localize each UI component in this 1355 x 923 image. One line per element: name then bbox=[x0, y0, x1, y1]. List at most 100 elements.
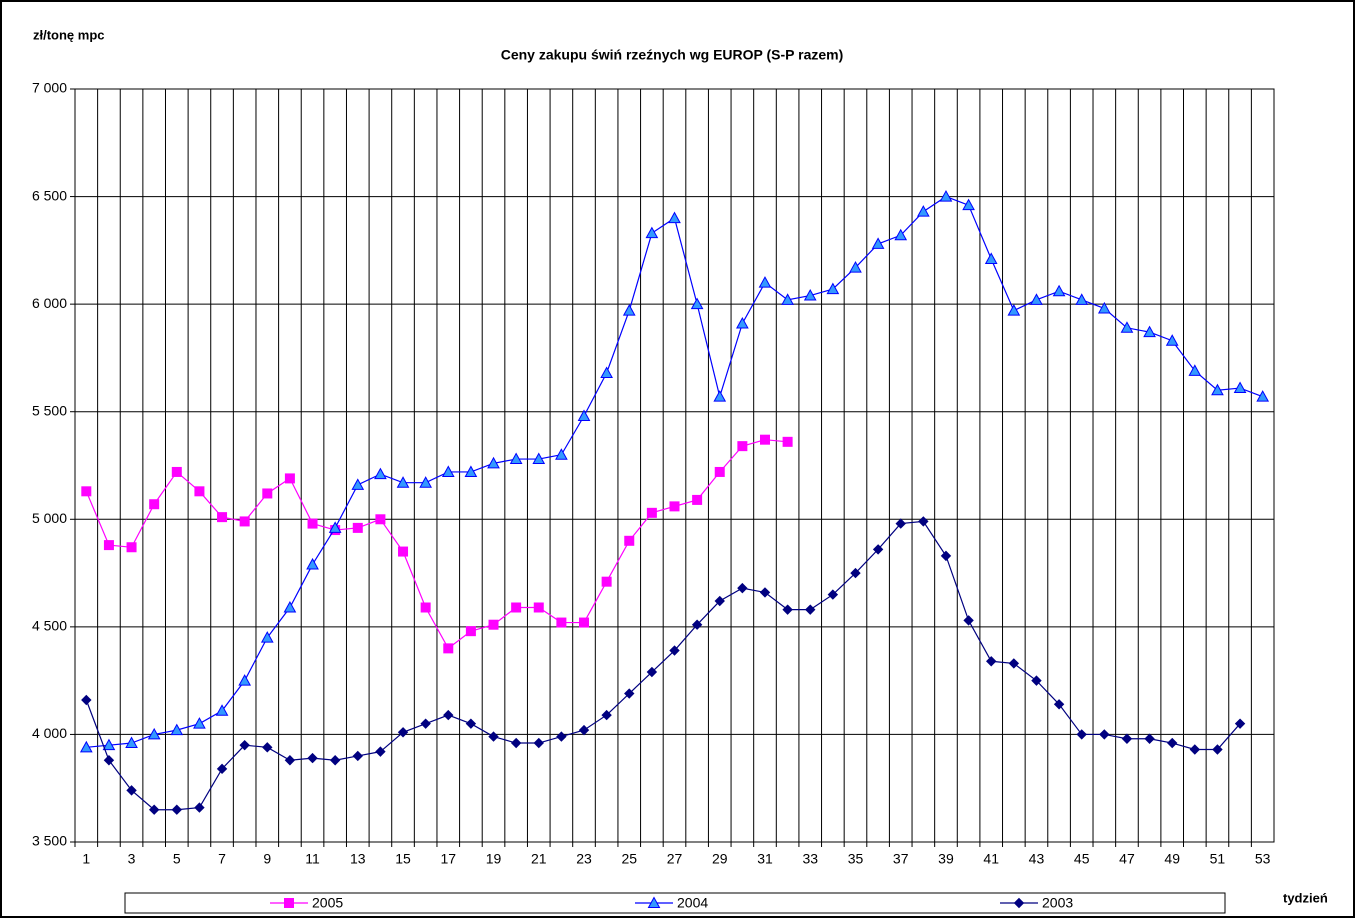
data-point bbox=[193, 717, 206, 729]
data-point bbox=[600, 366, 613, 378]
x-tick-label: 49 bbox=[1164, 851, 1180, 867]
data-point bbox=[1097, 301, 1111, 314]
x-tick-label: 41 bbox=[983, 851, 999, 867]
data-point bbox=[805, 604, 816, 615]
data-point bbox=[1165, 334, 1179, 346]
y-tick-label: 4 000 bbox=[32, 725, 67, 741]
data-point bbox=[1143, 325, 1156, 338]
x-tick-label: 47 bbox=[1119, 851, 1135, 867]
y-tick-label: 4 500 bbox=[32, 618, 67, 634]
data-point bbox=[307, 752, 318, 764]
data-point bbox=[147, 727, 161, 740]
data-point bbox=[624, 688, 635, 699]
data-point bbox=[601, 576, 612, 587]
data-point bbox=[646, 507, 657, 518]
data-point bbox=[872, 544, 884, 555]
x-axis-title: tydzień bbox=[1283, 890, 1328, 905]
data-point bbox=[1256, 390, 1270, 402]
x-tick-label: 51 bbox=[1210, 851, 1226, 867]
data-point bbox=[1211, 383, 1224, 396]
data-point bbox=[329, 755, 341, 766]
y-tick-label: 3 500 bbox=[32, 833, 67, 849]
y-tick-label: 6 000 bbox=[32, 295, 67, 311]
data-point bbox=[532, 452, 546, 465]
data-point bbox=[488, 619, 499, 630]
data-point bbox=[126, 785, 137, 796]
data-point bbox=[690, 297, 704, 310]
data-point bbox=[103, 540, 114, 551]
x-tick-label: 37 bbox=[893, 851, 909, 867]
legend-box bbox=[124, 892, 1226, 914]
data-point bbox=[781, 293, 794, 305]
x-tick-label: 13 bbox=[350, 851, 366, 867]
data-point bbox=[1099, 729, 1110, 740]
x-tick-label: 43 bbox=[1029, 851, 1045, 867]
series-line bbox=[85, 520, 1241, 811]
data-point bbox=[714, 466, 725, 477]
data-point bbox=[918, 516, 929, 527]
data-point bbox=[239, 739, 250, 751]
data-point bbox=[149, 499, 160, 510]
data-point bbox=[1053, 699, 1065, 710]
data-point bbox=[375, 514, 386, 525]
data-point bbox=[284, 755, 296, 766]
x-tick-label: 15 bbox=[395, 851, 411, 867]
data-point bbox=[1007, 304, 1021, 316]
data-point bbox=[577, 409, 591, 422]
x-tick-label: 1 bbox=[82, 851, 90, 867]
data-point bbox=[782, 436, 793, 447]
data-point bbox=[307, 518, 318, 529]
data-point bbox=[194, 486, 205, 497]
data-point bbox=[1212, 744, 1223, 755]
data-point bbox=[239, 516, 250, 527]
x-tick-label: 45 bbox=[1074, 851, 1090, 867]
data-point bbox=[170, 723, 184, 736]
data-point bbox=[217, 512, 228, 523]
data-point bbox=[894, 228, 908, 241]
data-point bbox=[1008, 658, 1020, 669]
x-tick-label: 3 bbox=[128, 851, 136, 867]
data-point bbox=[464, 465, 478, 477]
data-point bbox=[758, 276, 772, 288]
x-tick-label: 27 bbox=[667, 851, 683, 867]
data-point bbox=[443, 709, 454, 721]
data-point bbox=[441, 465, 455, 477]
data-point bbox=[396, 476, 410, 488]
data-point bbox=[262, 742, 273, 753]
x-tick-label: 31 bbox=[757, 851, 773, 867]
x-tick-label: 25 bbox=[621, 851, 637, 867]
data-point bbox=[262, 488, 273, 499]
data-point bbox=[827, 589, 839, 600]
data-point bbox=[871, 237, 885, 249]
data-point bbox=[782, 604, 793, 615]
data-point bbox=[397, 727, 409, 738]
data-point bbox=[737, 582, 748, 594]
data-point bbox=[939, 190, 953, 202]
x-tick-label: 53 bbox=[1255, 851, 1271, 867]
data-point bbox=[1075, 293, 1089, 305]
data-point bbox=[1166, 737, 1178, 749]
data-point bbox=[556, 617, 567, 628]
data-point bbox=[1144, 733, 1155, 744]
y-tick-label: 5 500 bbox=[32, 402, 67, 418]
x-tick-label: 19 bbox=[486, 851, 502, 867]
data-point bbox=[352, 522, 363, 533]
data-point bbox=[419, 476, 432, 488]
data-point bbox=[736, 316, 749, 329]
data-point bbox=[1031, 675, 1042, 686]
data-point bbox=[624, 535, 635, 546]
data-point bbox=[962, 198, 975, 211]
data-point bbox=[79, 740, 93, 753]
data-point bbox=[283, 600, 297, 613]
legend-label: 2003 bbox=[1042, 895, 1073, 911]
data-point bbox=[691, 619, 703, 630]
y-tick-label: 7 000 bbox=[32, 80, 67, 96]
x-tick-label: 17 bbox=[440, 851, 456, 867]
data-point bbox=[850, 567, 861, 579]
data-point bbox=[713, 390, 727, 402]
data-point bbox=[1234, 718, 1246, 729]
data-point bbox=[81, 694, 92, 706]
data-point bbox=[238, 674, 252, 686]
data-point bbox=[465, 626, 476, 637]
